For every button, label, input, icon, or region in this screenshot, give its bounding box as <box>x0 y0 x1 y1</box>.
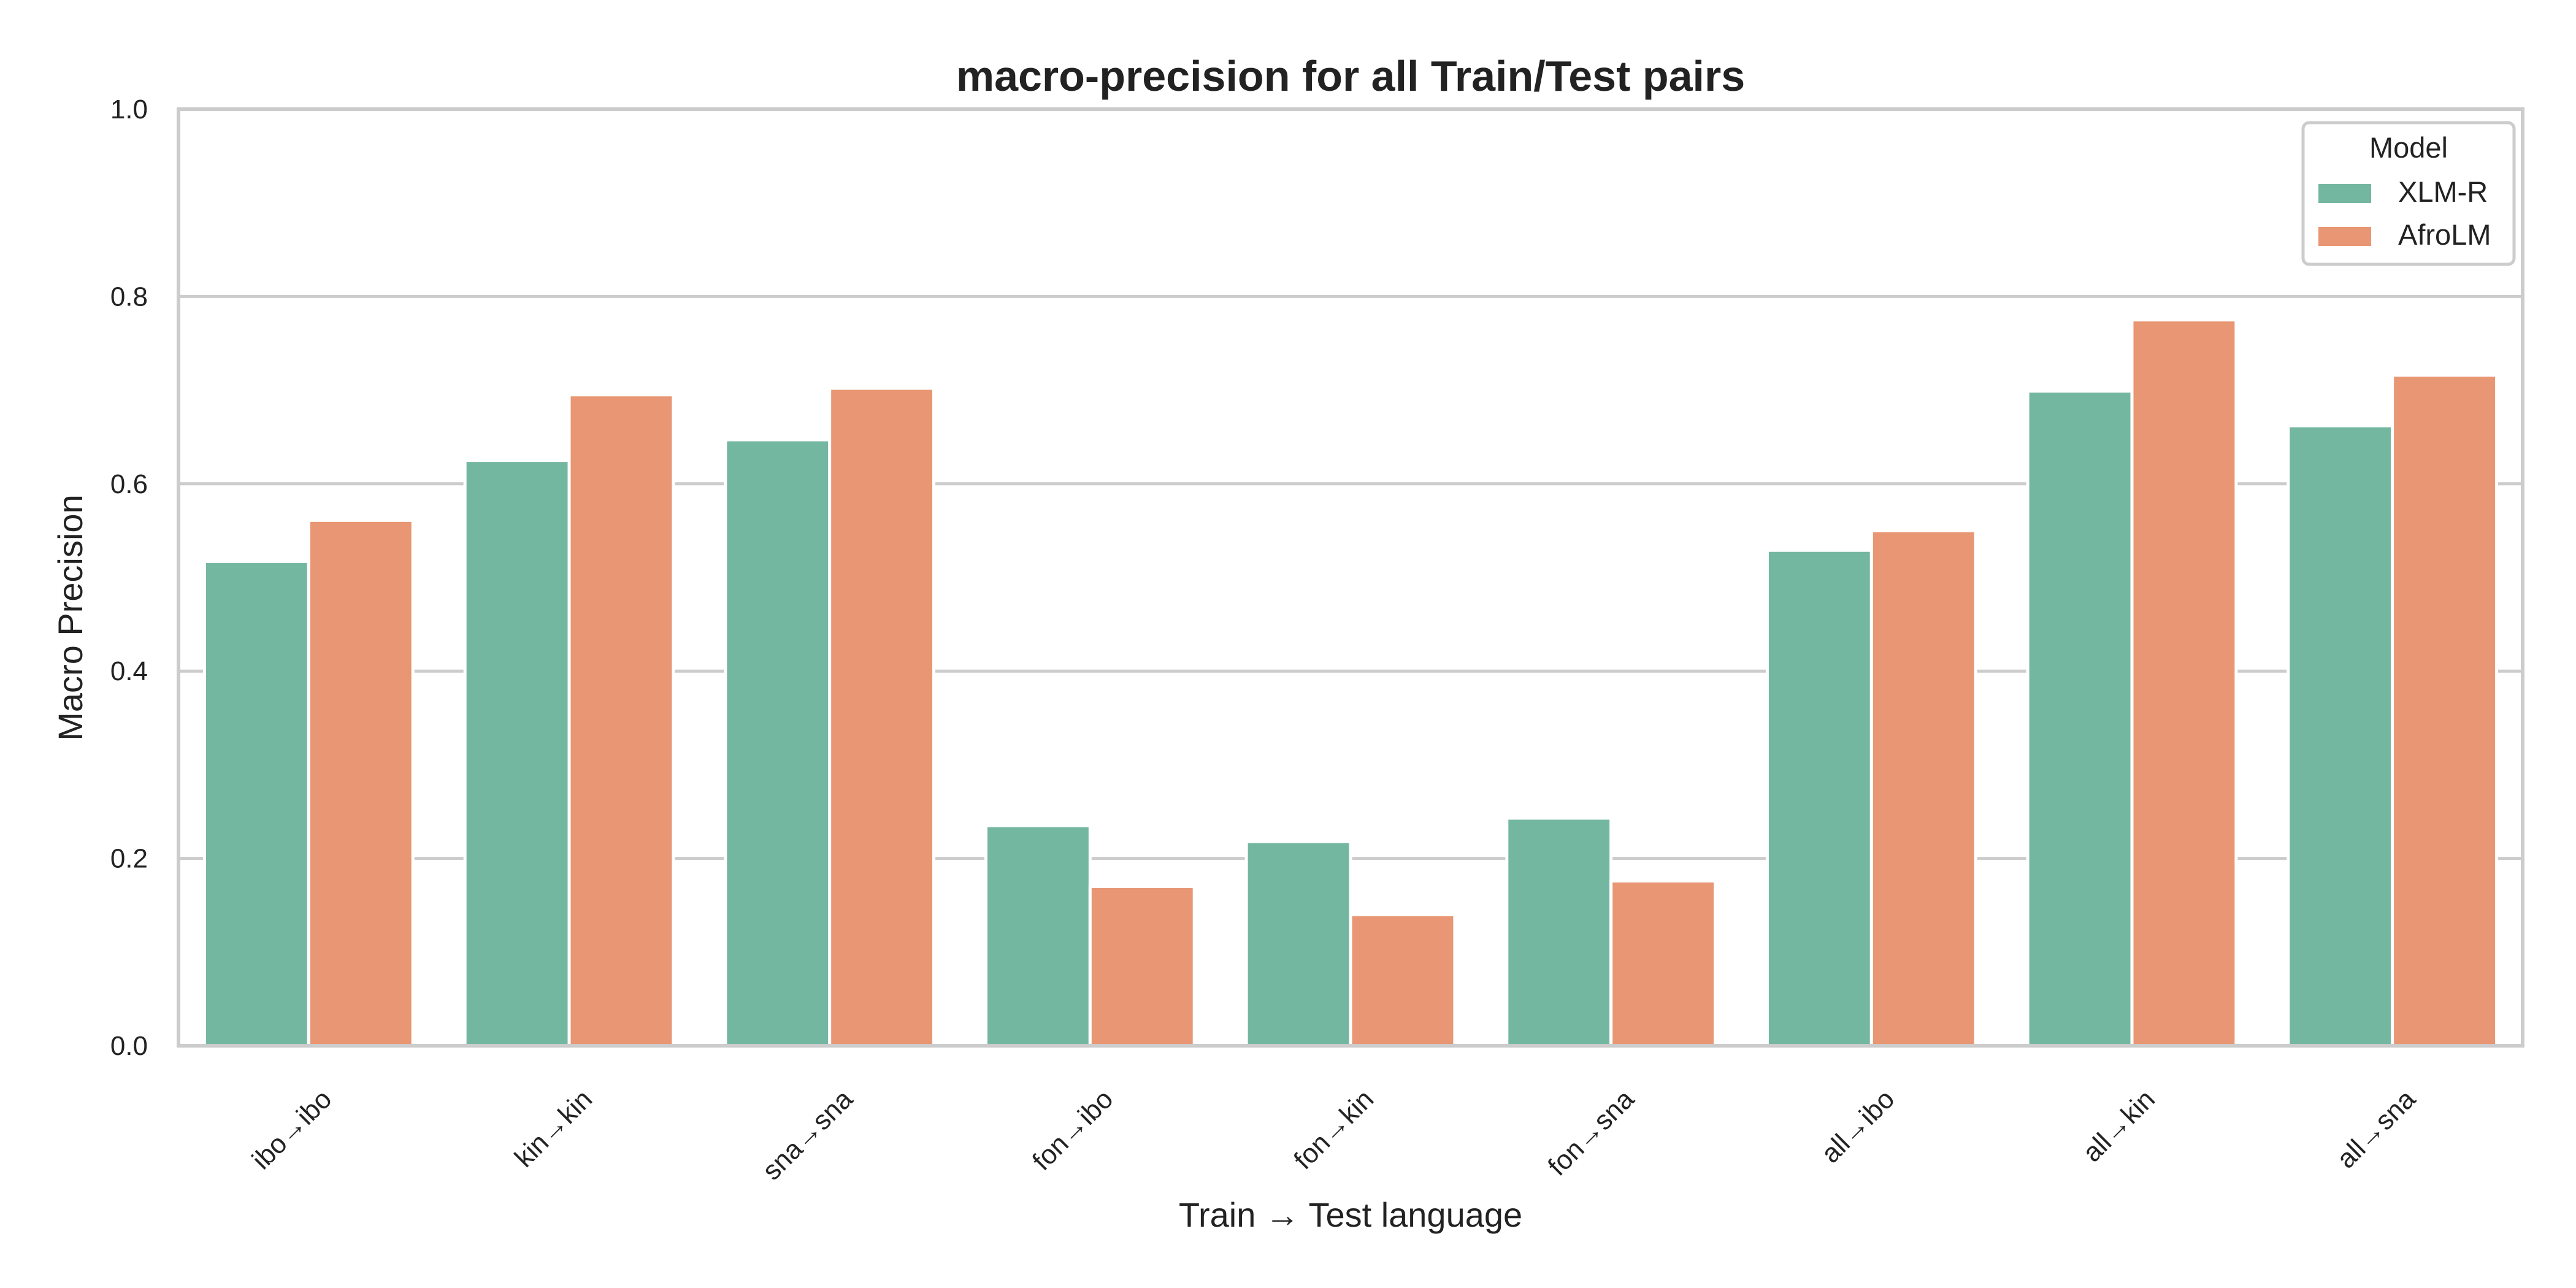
bar-xlm-r <box>1505 816 1613 1048</box>
bar-afrolm <box>2130 318 2238 1048</box>
x-tick-label: all→kin <box>2077 1084 2161 1168</box>
x-tick-label: all→sna <box>2331 1084 2421 1174</box>
legend-swatch <box>2318 227 2371 246</box>
bar-afrolm <box>1609 879 1717 1048</box>
bar-afrolm <box>1869 529 1977 1048</box>
x-tick-label: fon→ibo <box>1027 1084 1119 1176</box>
plot-frame <box>177 107 2524 1048</box>
bar-afrolm <box>1349 913 1457 1048</box>
y-tick-label: 0.2 <box>110 844 148 874</box>
legend-swatch <box>2318 184 2371 203</box>
x-tick-label: all→ibo <box>1815 1084 1900 1168</box>
x-tick-label: fon→kin <box>1288 1084 1379 1175</box>
bar-afrolm <box>828 386 936 1048</box>
bar-xlm-r <box>202 560 310 1048</box>
bar-afrolm <box>1088 884 1196 1048</box>
bar-afrolm <box>567 393 675 1048</box>
bar-xlm-r <box>2287 424 2394 1048</box>
bar-afrolm <box>2391 374 2499 1048</box>
x-tick-label: kin→kin <box>509 1084 598 1173</box>
bar-xlm-r <box>984 824 1092 1048</box>
legend-title: Model <box>2369 131 2448 164</box>
y-tick-label: 0.6 <box>110 469 148 499</box>
bar-afrolm <box>307 518 415 1048</box>
y-tick-label: 0.0 <box>110 1031 148 1061</box>
bars <box>202 318 2499 1048</box>
x-tick-label: ibo→ibo <box>247 1084 338 1175</box>
chart-title: macro-precision for all Train/Test pairs <box>956 52 1745 100</box>
x-tick-label: sna→sna <box>757 1084 859 1186</box>
bar-xlm-r <box>1244 840 1352 1048</box>
bar-xlm-r <box>724 438 832 1048</box>
legend-label: XLM-R <box>2398 175 2488 208</box>
y-tick-label: 0.8 <box>110 282 148 312</box>
x-tick-label: fon→sna <box>1543 1084 1641 1182</box>
legend-label: AfroLM <box>2398 218 2491 251</box>
y-axis-label: Macro Precision <box>51 494 90 740</box>
y-tick-label: 1.0 <box>110 94 148 125</box>
y-tick-label: 0.4 <box>110 656 148 686</box>
bar-xlm-r <box>463 459 571 1048</box>
bar-xlm-r <box>1765 548 1873 1048</box>
x-axis-label: Train → Test language <box>1179 1195 1522 1234</box>
bar-xlm-r <box>2026 389 2134 1048</box>
legend: Model XLM-R AfroLM <box>2301 121 2516 266</box>
